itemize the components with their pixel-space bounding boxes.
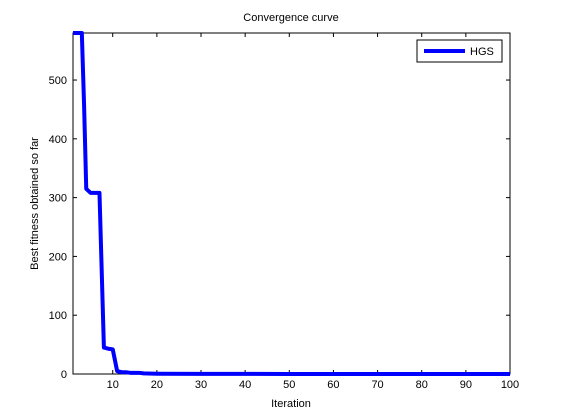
- y-tick-label: 400: [49, 134, 67, 146]
- x-tick-label: 100: [501, 379, 519, 391]
- y-tick-label: 0: [61, 369, 67, 381]
- y-axis-label: Best fitness obtained so far: [29, 137, 41, 270]
- chart-title: Convergence curve: [243, 12, 338, 24]
- x-tick-label: 30: [195, 379, 207, 391]
- series-line-hgs: [73, 31, 510, 376]
- x-tick-label: 40: [239, 379, 251, 391]
- x-axis: 10 20 30 40 50 60 70 80 90 100: [107, 33, 519, 391]
- x-tick-label: 80: [416, 379, 428, 391]
- plot-area: [72, 32, 511, 375]
- x-tick-label: 20: [151, 379, 163, 391]
- y-tick-label: 200: [49, 251, 67, 263]
- y-axis: 0 100 200 300 400 500: [49, 75, 510, 381]
- y-tick-label: 500: [49, 75, 67, 87]
- legend-label-hgs: HGS: [470, 46, 494, 58]
- y-tick-label: 300: [49, 193, 67, 205]
- x-tick-label: 60: [327, 379, 339, 391]
- x-tick-label: 10: [107, 379, 119, 391]
- legend: HGS: [416, 39, 503, 63]
- series-layer: [73, 31, 510, 376]
- x-tick-label: 50: [283, 379, 295, 391]
- x-axis-label: Iteration: [271, 398, 311, 410]
- x-tick-label: 70: [371, 379, 383, 391]
- y-tick-label: 100: [49, 310, 67, 322]
- x-tick-label: 90: [460, 379, 472, 391]
